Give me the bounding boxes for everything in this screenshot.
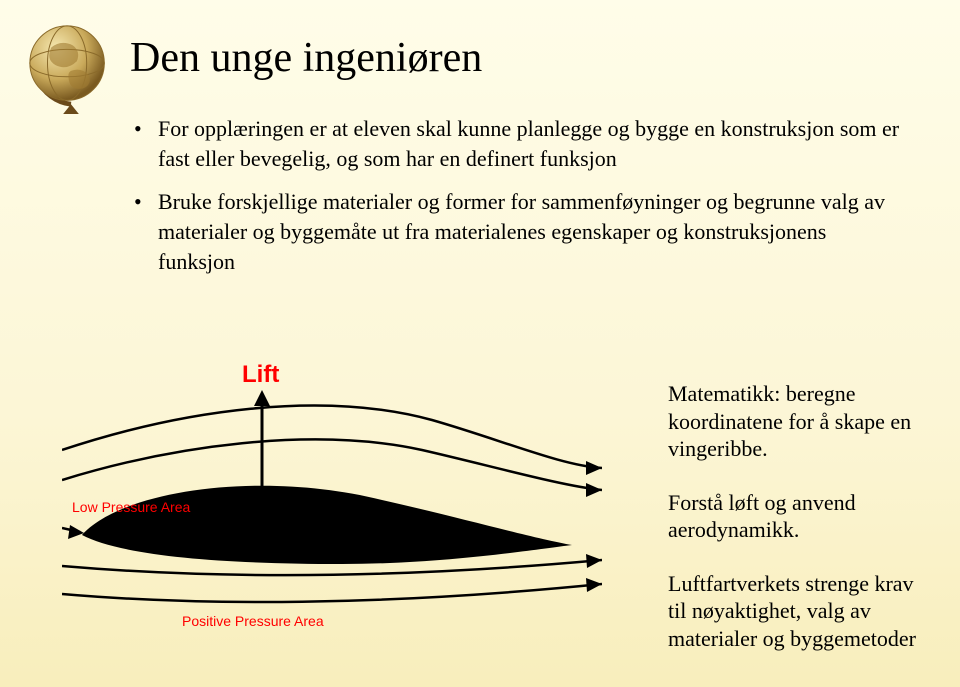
arrowhead-icon [586,483,602,497]
streamline-bottom-2 [62,584,602,602]
list-item: For opplæringen er at eleven skal kunne … [154,114,900,173]
low-pressure-label: Low Pressure Area [72,499,190,515]
arrowhead-icon [586,578,602,592]
arrowhead-icon [68,525,84,539]
arrowhead-icon [586,461,602,475]
list-item: Bruke forskjellige materialer og former … [154,187,900,276]
right-p3: Luftfartverkets strenge krav til nøyakti… [668,570,930,653]
lift-arrowhead [254,390,270,406]
globe-icon [22,18,120,116]
right-p2: Forstå løft og anvend aerodynamikk. [668,489,930,544]
bullet-list: For opplæringen er at eleven skal kunne … [130,114,900,290]
right-p1: Matematikk: beregne koordinatene for å s… [668,380,930,463]
airfoil-shape [82,486,572,564]
airfoil-diagram: Lift Low Pressure Area Positive [62,350,602,650]
positive-pressure-label: Positive Pressure Area [182,613,324,629]
page-title: Den unge ingeniøren [130,34,482,82]
lift-label: Lift [242,361,279,388]
arrowhead-icon [586,554,602,568]
streamline-top-2 [62,439,602,490]
right-column: Matematikk: beregne koordinatene for å s… [668,380,930,678]
